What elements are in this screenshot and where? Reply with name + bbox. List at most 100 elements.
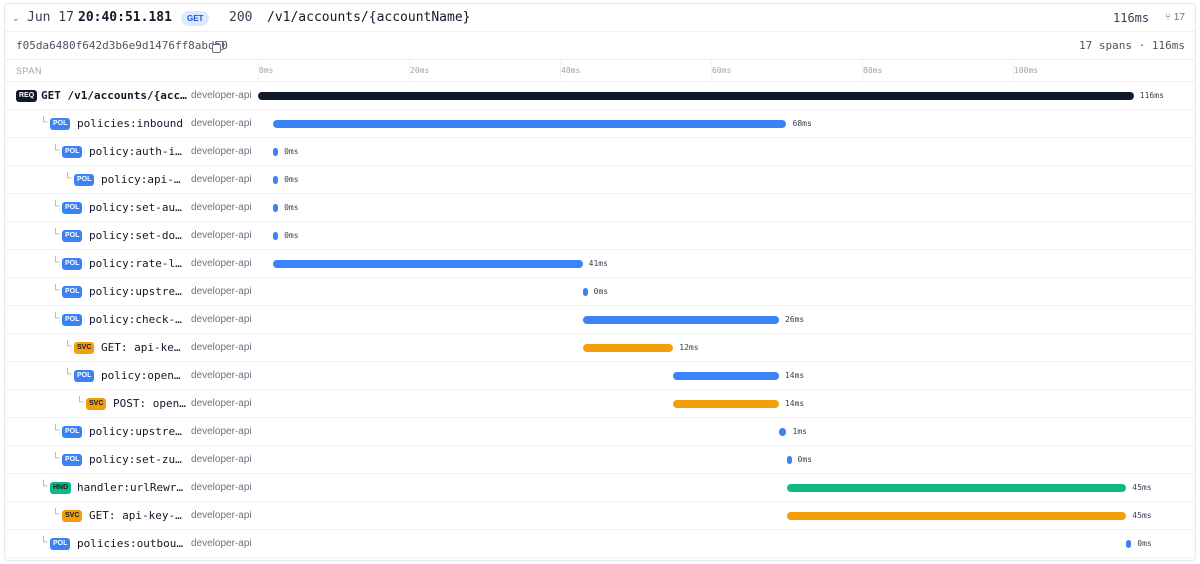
span-service: developer-api <box>191 174 252 185</box>
span-column-label: SPAN <box>16 66 42 76</box>
span-duration-label: 14ms <box>784 399 805 408</box>
span-row[interactable]: └SVC GET: api-key-va… developer-api 12ms <box>5 334 1195 362</box>
span-row[interactable]: └POL policy:rate-limit developer-api 41ms <box>5 250 1195 278</box>
tick-gridline <box>862 60 863 82</box>
span-service: developer-api <box>191 146 252 157</box>
span-service: developer-api <box>191 118 252 129</box>
span-row[interactable]: └ POL policies:outbound developer-api 0ms <box>5 530 1195 558</box>
span-duration-bar[interactable] <box>1126 540 1132 548</box>
span-duration-bar[interactable] <box>786 484 1127 492</box>
span-duration-label: 12ms <box>679 343 699 352</box>
trace-duration: 116ms <box>1113 11 1150 25</box>
request-path: /v1/accounts/{accountName} <box>267 10 471 25</box>
span-row[interactable]: REQ GET /v1/accounts/{accou… developer-api… <box>5 82 1195 110</box>
trace-subheader: f05da6480f642d3b6e9d1476ff8abdb0 17 span… <box>5 32 1195 60</box>
span-type-badge: SVC <box>86 398 107 410</box>
span-name: policy:rate-limit <box>89 257 187 270</box>
span-type-badge: POL <box>62 314 83 326</box>
span-name: GET: api-key-va… <box>101 341 187 354</box>
tree-connector-icon: └ <box>64 369 72 380</box>
span-row[interactable]: └POL policy:set-downst… developer-api 0ms <box>5 222 1195 250</box>
tree-connector-icon: └ <box>52 509 60 520</box>
span-duration-bar[interactable] <box>273 232 279 240</box>
span-duration-bar[interactable] <box>582 316 779 324</box>
span-row[interactable]: └POL policy:set-zuplo-… developer-api 0ms <box>5 446 1195 474</box>
span-duration-label: 0ms <box>1137 539 1152 548</box>
tree-connector-icon: └ <box>52 313 60 324</box>
span-row[interactable]: └POL policy:upstream-o… developer-api 0ms <box>5 278 1195 306</box>
span-row[interactable]: └SVC POST: openfga… developer-api 14ms <box>5 390 1195 418</box>
span-row[interactable]: └SVC GET: api-key-mana… developer-api 45ms <box>5 502 1195 530</box>
tick-label: 40ms <box>561 66 581 75</box>
tree-connector-icon: └ <box>52 145 60 156</box>
tree-connector-icon: └ <box>40 481 48 492</box>
tree-connector-icon: └ <box>52 285 60 296</box>
span-row[interactable]: └POL policy:check-is-s… developer-api 26ms <box>5 306 1195 334</box>
span-duration-bar[interactable] <box>673 400 779 408</box>
span-duration-bar[interactable] <box>786 512 1127 520</box>
span-duration-bar[interactable] <box>273 176 279 184</box>
trace-header[interactable]: ⌄ Jun 17 20:40:51.181 GET 200 /v1/accoun… <box>5 4 1195 32</box>
span-duration-bar[interactable] <box>273 120 787 128</box>
span-row[interactable]: └POL policy:set-audit-… developer-api 0ms <box>5 194 1195 222</box>
timeline-column-header: SPAN 0ms 20ms 40ms 60ms 80ms 100ms <box>5 60 1195 82</box>
http-method-badge: GET <box>181 11 210 26</box>
span-type-badge: POL <box>62 286 83 298</box>
span-duration-label: 116ms <box>1139 91 1164 100</box>
tree-connector-icon: └ <box>64 173 72 184</box>
span-service: developer-api <box>191 426 252 437</box>
span-duration-bar[interactable] <box>258 92 1134 100</box>
tick-gridline <box>711 60 712 82</box>
span-type-badge: POL <box>62 230 83 242</box>
span-duration-label: 68ms <box>792 119 812 128</box>
span-type-badge: SVC <box>74 342 95 354</box>
span-name: policy:openfga-… <box>101 369 187 382</box>
tick-label: 0ms <box>259 66 274 75</box>
span-row[interactable]: └POL policy:auth-inbou… developer-api 0ms <box>5 138 1195 166</box>
span-name: policy:set-audit-… <box>89 201 187 214</box>
span-row[interactable]: └POL policy:api-key-… developer-api 0ms <box>5 166 1195 194</box>
span-duration-label: 14ms <box>784 371 805 380</box>
tick-gridline <box>258 60 259 82</box>
span-duration-bar[interactable] <box>582 288 588 296</box>
span-type-badge: POL <box>74 370 95 382</box>
span-type-badge: POL <box>74 174 95 186</box>
span-type-badge: POL <box>62 454 83 466</box>
span-service: developer-api <box>191 230 252 241</box>
span-duration-bar[interactable] <box>273 260 583 268</box>
span-duration-bar[interactable] <box>273 204 279 212</box>
span-name: policy:api-key-… <box>101 173 187 186</box>
span-name: policy:auth-inbou… <box>89 145 187 158</box>
tick-gridline <box>560 60 561 82</box>
span-duration-bar[interactable] <box>273 148 279 156</box>
http-status: 200 <box>229 10 253 25</box>
span-type-badge: HND <box>50 482 72 494</box>
tree-connector-icon: └ <box>40 537 48 548</box>
copy-icon[interactable] <box>212 41 224 53</box>
tick-label: 80ms <box>863 66 883 75</box>
span-name: policy:set-downst… <box>89 229 187 242</box>
span-row[interactable]: └POL policy:upstream-a… developer-api 1ms <box>5 418 1195 446</box>
tick-gridline <box>1013 60 1014 82</box>
span-duration-bar[interactable] <box>673 372 779 380</box>
tree-connector-icon: └ <box>52 229 60 240</box>
tree-connector-icon: └ <box>52 425 60 436</box>
span-row[interactable]: └HND handler:urlRewriteH… developer-api 45m… <box>5 474 1195 502</box>
span-service: developer-api <box>191 482 252 493</box>
tree-connector-icon: └ <box>52 201 60 212</box>
trace-panel: ⌄ Jun 17 20:40:51.181 GET 200 /v1/accoun… <box>4 3 1196 561</box>
span-name: policies:outbound <box>77 537 187 550</box>
span-count-badge: ⑂ 17 <box>1165 12 1185 23</box>
span-row[interactable]: └ POL policies:inbound developer-api 68ms <box>5 110 1195 138</box>
span-duration-bar[interactable] <box>582 344 674 352</box>
span-row[interactable]: └POL policy:openfga-… developer-api 14ms <box>5 362 1195 390</box>
span-duration-bar[interactable] <box>786 456 792 464</box>
span-name: policies:inbound <box>77 117 183 130</box>
span-service: developer-api <box>191 202 252 213</box>
span-type-badge: POL <box>62 146 83 158</box>
span-duration-label: 0ms <box>284 147 299 156</box>
span-duration-bar[interactable] <box>778 428 787 436</box>
span-name: GET /v1/accounts/{accou… <box>41 89 187 102</box>
collapse-chevron-icon[interactable]: ⌄ <box>12 13 20 23</box>
span-summary: 17 spans · 116ms <box>1079 39 1185 52</box>
